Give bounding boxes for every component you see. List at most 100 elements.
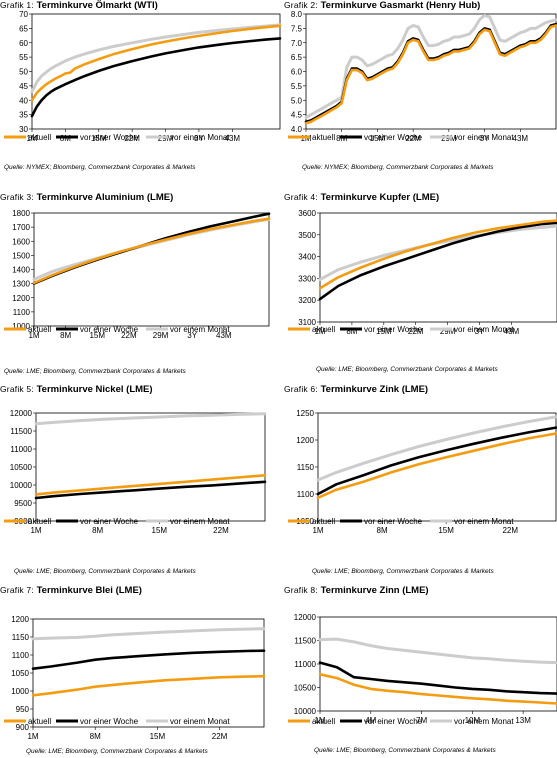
x-tick-label: 15M [89,331,105,340]
x-tick-label: 3Y [187,331,197,340]
x-tick-label: 29M [440,327,456,336]
chart-title: Grafik 3: Terminkurve Aluminium (LME) [0,192,173,203]
x-tick-label: 22M [502,526,518,535]
x-tick-label: 22M [405,134,421,143]
chart-svg: 3100 3200 3300 3400 3500 3600 1M 8M 15M 22M 29M 3Y 4… [288,209,557,336]
legend-label: vor einem Monat [170,717,230,726]
y-tick-label: 9500 [14,499,32,508]
chart-name: Terminkurve Gasmarkt (Henry Hub) [320,0,481,11]
x-tick-label: 1M [27,732,38,741]
legend-label: vor einer Woche [364,717,423,726]
chart-title: Grafik 6: Terminkurve Zink (LME) [284,384,428,395]
y-tick-label: 6.0 [291,68,303,77]
series-line [34,480,267,500]
legend-label: vor einer Woche [80,133,139,142]
y-tick-label: 8.0 [291,10,303,19]
x-tick-label: 43M [513,134,529,143]
y-tick-label: 1000 [12,322,30,331]
x-tick-label: 13M [515,716,531,725]
legend-label: vor einem Monat [454,325,514,334]
chart-title: Grafik 2: Terminkurve Gasmarkt (Henry Hu… [284,0,480,11]
chart-svg: 10000 10500 11000 11500 12000 1M 4M 7M 10M 13M akt… [288,613,557,726]
chart-source: Quelle: LME; Bloomberg, Commerzbank Corp… [312,568,494,575]
chart-title: Grafik 1: Terminkurve Ölmarkt (WTI) [0,0,158,11]
series-line [34,474,267,496]
y-tick-label: 1600 [12,237,30,246]
chart-prefix: Grafik 4: [284,192,318,202]
y-tick-label: 10000 [10,481,33,490]
chart-panel-1: Grafik 1: Terminkurve Ölmarkt (WTI) 30 35… [0,0,282,190]
y-tick-label: 1200 [296,436,314,445]
y-tick-label: 1150 [297,463,315,472]
x-tick-label: 1M [30,526,41,535]
series-line [318,221,557,301]
chart-panel-7: Grafik 7: Terminkurve Blei (LME) 900 950 1… [0,585,278,758]
x-tick-label: 7M [416,716,427,725]
x-tick-label: 22M [213,526,229,535]
x-tick-label: 3Y [480,134,490,143]
chart-svg: 9000950010000105001100011500120001M8M15M… [4,409,267,535]
y-tick-label: 1200 [11,615,29,624]
x-tick-label: 15M [152,526,168,535]
series-line [318,637,557,665]
y-tick-label: 7.5 [291,24,303,33]
chart-title: Grafik 4: Terminkurve Kupfer (LME) [284,192,439,203]
legend-label: vor einem Monat [454,517,514,526]
chart-title: Grafik 7: Terminkurve Blei (LME) [0,585,142,596]
plot-frame [32,618,265,728]
y-tick-label: 11000 [294,660,316,669]
x-tick-label: 43M [504,327,520,336]
y-tick-label: 50 [19,68,28,77]
legend-label: vor einer Woche [364,517,423,526]
y-tick-label: 1700 [12,223,30,232]
chart-svg: 1000 1100 1200 1300 1400 1500 1600 1700 1800 1M 8M… [4,209,271,340]
plot-frame [305,13,557,130]
x-tick-label: 8M [92,526,103,535]
y-tick-label: 11000 [10,445,32,454]
y-tick-label: 3400 [298,253,316,262]
y-tick-label: 55 [19,53,28,62]
chart-name: Terminkurve Kupfer (LME) [320,192,440,203]
x-tick-label: 22M [408,327,424,336]
plot-frame [35,412,266,522]
legend-label: vor einer Woche [80,717,139,726]
x-tick-label: 1M [28,331,39,340]
chart-source: Quelle: LME; Bloomberg, Commerzbank Corp… [316,366,498,373]
chart-name: Terminkurve Blei (LME) [36,585,142,596]
x-tick-label: 15M [376,327,392,336]
y-tick-label: 4.5 [291,111,303,120]
series-line [304,22,557,124]
legend-label: aktuell [312,517,335,526]
chart-svg: 900 950 1000 1050 1100 1150 1200 1M 8M 15M 22M aktu… [4,615,266,741]
series-line [304,13,557,119]
legend-label: aktuell [28,325,51,334]
chart-name: Terminkurve Aluminium (LME) [36,192,174,203]
y-tick-label: 7.0 [291,39,303,48]
y-tick-label: 5.0 [291,96,303,105]
y-tick-label: 1250 [296,409,314,418]
y-tick-label: 1400 [12,266,30,275]
y-tick-label: 10500 [10,463,33,472]
y-tick-label: 5.5 [291,82,303,91]
plot-frame [319,212,557,323]
y-tick-label: 950 [16,705,30,714]
y-tick-label: 900 [16,723,30,732]
series-line [316,415,557,482]
chart-panel-6: Grafik 6: Terminkurve Zink (LME) 1050110… [284,384,557,575]
chart-prefix: Grafik 3: [0,192,34,202]
x-tick-label: 3Y [475,327,485,336]
chart-name: Terminkurve Nickel (LME) [36,384,153,395]
legend-label: vor einer Woche [364,133,423,142]
y-tick-label: 3200 [298,296,316,305]
chart-prefix: Grafik 1: [0,0,34,10]
y-tick-label: 1100 [297,490,315,499]
series-line [318,673,557,705]
y-tick-label: 1300 [12,280,30,289]
y-tick-label: 1500 [12,251,30,260]
y-tick-label: 1000 [11,687,29,696]
y-tick-label: 12000 [10,409,33,418]
x-tick-label: 43M [225,134,241,143]
chart-source: Quelle: LME; Bloomberg, Commerzbank Corp… [314,747,496,754]
y-tick-label: 3500 [298,231,316,240]
y-tick-label: 1800 [12,209,30,218]
